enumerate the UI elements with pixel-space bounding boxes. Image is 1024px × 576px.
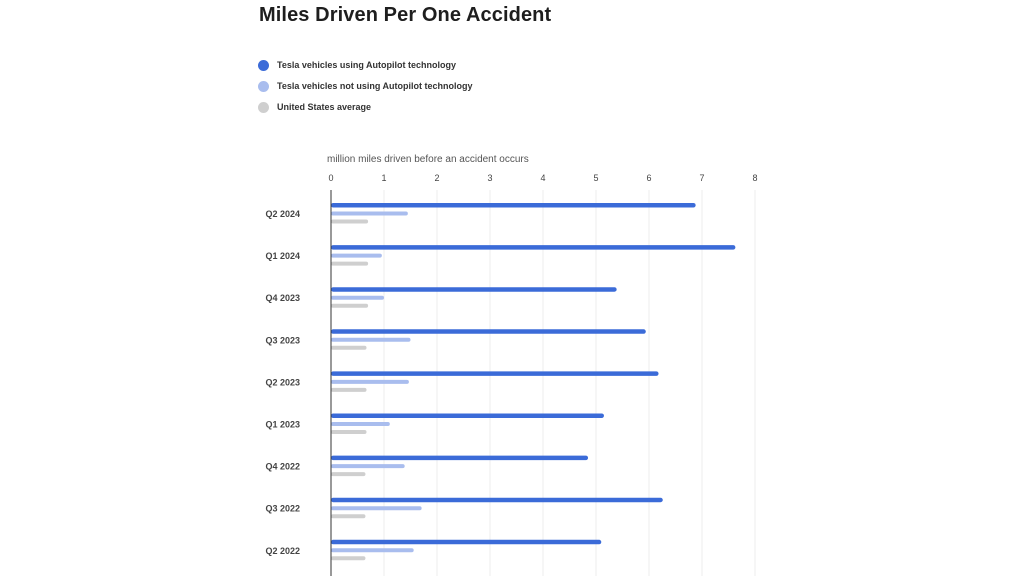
bar-q3-2022-series-3 (331, 514, 366, 519)
bar-q2-2022-series-3 (331, 556, 366, 561)
x-tick-label-3: 3 (487, 173, 492, 183)
bar-q4-2022-series-1 (331, 455, 589, 461)
x-tick-label-8: 8 (752, 173, 757, 183)
bar-q1-2024-series-2 (331, 253, 382, 258)
bar-q2-2022-series-2 (331, 548, 414, 553)
bar-q3-2023-series-2 (331, 337, 411, 342)
bar-q2-2024-series-1 (331, 203, 696, 208)
legend-item-autopilot: Tesla vehicles using Autopilot technolog… (258, 58, 473, 72)
legend-swatch-autopilot (258, 59, 269, 71)
bar-q4-2022-series-2 (331, 464, 405, 469)
legend-item-us-average: United States average (258, 100, 473, 114)
x-tick-label-7: 7 (699, 173, 704, 183)
category-label-q3-2022: Q3 2022 (265, 504, 300, 514)
bar-q1-2024-series-3 (331, 261, 369, 266)
x-tick-label-0: 0 (328, 173, 333, 183)
legend-label-us-average: United States average (277, 102, 372, 112)
category-label-q2-2022: Q2 2022 (265, 546, 300, 556)
category-label-q1-2023: Q1 2023 (265, 420, 300, 430)
bar-q3-2023-series-3 (331, 345, 367, 350)
legend-swatch-no-autopilot (258, 80, 269, 92)
category-label-q2-2023: Q2 2023 (265, 377, 300, 387)
bar-q4-2022-series-3 (331, 472, 366, 477)
bar-q3-2023-series-1 (331, 329, 646, 334)
legend-label-autopilot: Tesla vehicles using Autopilot technolog… (277, 60, 457, 70)
chart-legend: Tesla vehicles using Autopilot technolog… (258, 58, 473, 121)
category-label-q4-2023: Q4 2023 (265, 293, 300, 303)
bar-q4-2023-series-3 (331, 303, 369, 308)
bar-q3-2022-series-2 (331, 506, 422, 511)
x-tick-label-2: 2 (434, 173, 439, 183)
category-label-q4-2022: Q4 2022 (265, 462, 300, 472)
y-axis-categories: Q2 2024 Q1 2024 Q4 2023 Q3 2023 Q2 2023 Q1 20… (265, 209, 300, 556)
bars (331, 203, 736, 561)
category-label-q2-2024: Q2 2024 (265, 209, 300, 219)
bar-q2-2023-series-1 (331, 371, 659, 376)
category-label-q3-2023: Q3 2023 (265, 335, 300, 345)
legend-item-no-autopilot: Tesla vehicles not using Autopilot techn… (258, 79, 473, 93)
x-tick-label-5: 5 (593, 173, 598, 183)
x-axis-title: million miles driven before an accident … (327, 154, 529, 165)
bar-q2-2023-series-3 (331, 387, 367, 392)
bar-q2-2022-series-1 (331, 539, 602, 545)
bar-q2-2024-series-3 (331, 219, 369, 224)
category-label-q1-2024: Q1 2024 (265, 251, 300, 261)
bar-q1-2023-series-2 (331, 422, 390, 426)
bar-q2-2023-series-2 (331, 379, 409, 384)
legend-swatch-us-average (258, 101, 269, 113)
x-axis-ticks: 0 1 2 3 4 5 6 7 8 (328, 173, 757, 183)
bar-q1-2023-series-3 (331, 430, 367, 434)
chart-title: Miles Driven Per One Accident (259, 4, 552, 26)
bar-q3-2022-series-1 (331, 497, 663, 503)
bar-q4-2023-series-2 (331, 295, 384, 300)
bar-q1-2023-series-1 (331, 413, 604, 418)
x-tick-label-6: 6 (646, 173, 651, 183)
bar-q1-2024-series-1 (331, 245, 736, 250)
bar-q4-2023-series-1 (331, 287, 617, 292)
legend-label-no-autopilot: Tesla vehicles not using Autopilot techn… (277, 81, 473, 91)
bar-q2-2024-series-2 (331, 211, 408, 216)
x-tick-label-4: 4 (540, 173, 545, 183)
x-tick-label-1: 1 (381, 173, 386, 183)
